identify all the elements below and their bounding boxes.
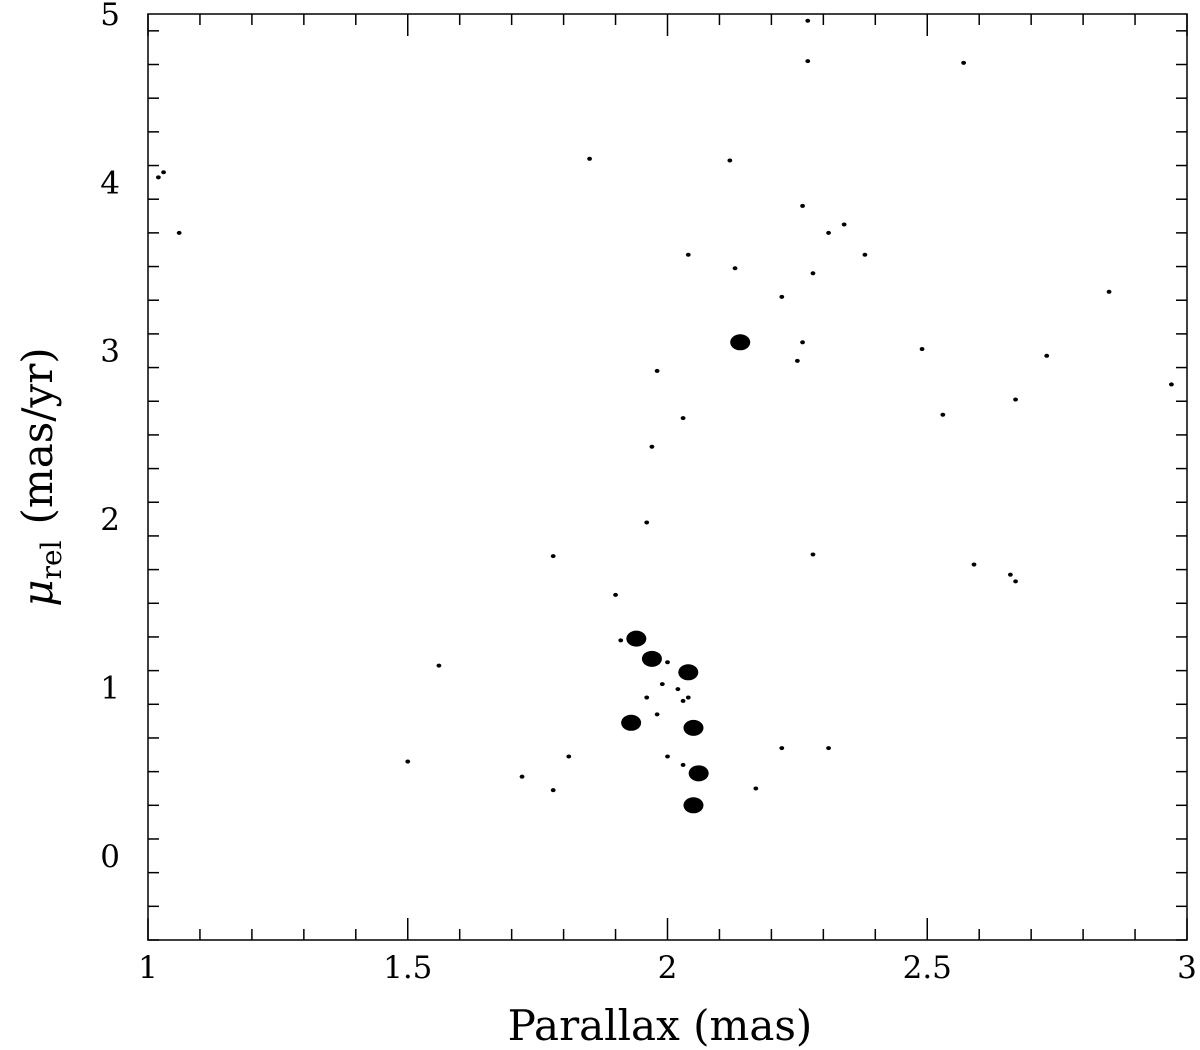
y-axis-label-symbol: μ [13,579,62,606]
small-data-point [665,660,670,665]
small-data-point [794,358,800,363]
small-data-point [841,222,847,227]
y-axis-label: μrel (mas/yr) [13,347,68,606]
small-data-point [971,562,977,567]
small-data-point [654,712,660,717]
small-data-point [961,60,967,65]
small-data-point [810,271,816,276]
small-data-point [654,368,660,373]
x-tick-label: 3 [1177,950,1197,986]
y-tick-label: 3 [100,334,120,370]
small-data-point [405,759,411,764]
small-data-point [919,347,925,352]
y-axis-label-subscript: rel [35,540,68,579]
x-tick-label: 2.5 [903,950,952,986]
data-points [155,18,1174,814]
small-data-point [779,746,785,751]
x-axis-label: Parallax (mas) [508,1001,813,1050]
x-tick-label: 1 [138,950,158,986]
small-data-point [644,695,650,700]
small-data-point [1106,289,1112,294]
large-data-point [678,664,699,681]
small-data-point [1044,353,1050,358]
large-data-point [683,719,704,736]
small-data-point [680,698,686,703]
plot-frame [147,13,1188,941]
small-data-point [155,175,161,180]
small-data-point [862,252,868,257]
small-data-point [161,170,166,175]
small-data-point [436,663,442,668]
small-data-point [685,252,691,257]
small-data-point [675,687,681,692]
y-tick-label: 4 [100,165,120,201]
small-data-point [810,552,816,557]
large-data-point [621,714,642,731]
x-tick-label: 1.5 [383,950,432,986]
small-data-point [176,230,182,235]
small-data-point [1169,382,1174,387]
small-data-point [826,746,831,751]
svg-text:μrel(mas/yr): μrel (mas/yr) [13,347,68,606]
small-data-point [805,59,811,64]
small-data-point [753,786,759,791]
small-data-point [618,638,624,643]
axis-ticks [147,14,1188,941]
small-data-point [732,266,738,271]
small-data-point [680,762,686,767]
large-data-point [683,797,704,814]
small-data-point [1007,572,1013,577]
small-data-point [665,754,670,759]
small-data-point [685,695,691,700]
large-data-point [688,765,709,782]
small-data-point [519,774,525,779]
small-data-point [805,18,811,23]
small-data-point [1013,579,1018,584]
large-data-point [641,650,662,667]
y-tick-label: 1 [100,670,120,706]
small-data-point [800,203,805,208]
y-tick-label: 0 [100,839,120,875]
small-data-point [587,156,592,161]
y-tick-label: 2 [100,502,120,538]
large-data-point [730,334,751,351]
small-data-point [659,682,665,687]
small-data-point [550,788,556,793]
small-data-point [800,340,805,345]
small-data-point [613,592,618,597]
y-axis-label-units: (mas/yr) [13,347,62,524]
large-data-point [626,630,647,647]
axis-tick-labels: 1 1.5 2 2.5 3 0 1 2 3 4 5 [100,0,1197,986]
small-data-point [680,416,686,421]
x-tick-label: 2 [658,950,678,986]
small-data-point [779,294,785,299]
small-data-point [1013,397,1018,402]
small-data-point [649,444,655,449]
small-data-point [550,554,556,559]
small-data-point [940,412,946,417]
y-tick-label: 5 [100,0,120,33]
small-data-point [644,520,650,525]
small-data-point [727,158,733,163]
small-data-point [566,754,572,759]
small-data-point [826,230,831,235]
